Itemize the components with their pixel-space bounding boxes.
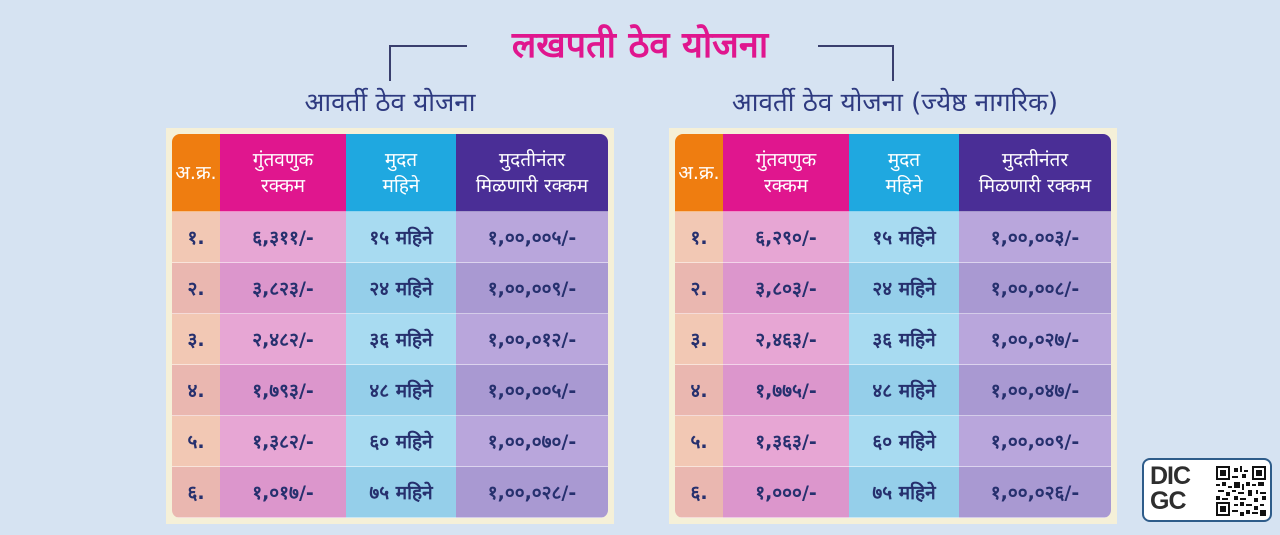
header-maturity-amount: मुदतीनंतर मिळणारी रक्कम [456, 134, 608, 212]
header-amount-line1: गुंतवणुक [252, 148, 314, 171]
table-row-5-serial: ५. [172, 416, 220, 467]
table-row-3-duration: ३६ महिने [849, 314, 959, 365]
table-row-4-serial: ४. [172, 365, 220, 416]
qr-code-icon [1216, 466, 1266, 516]
header-duration: मुदत महिने [346, 134, 456, 212]
table-row-3-amount: २,४८२/- [220, 314, 346, 365]
table-row-5-duration: ६० महिने [849, 416, 959, 467]
header-investment-amount: गुंतवणुक रक्कम [220, 134, 346, 212]
header-amount-line2: रक्कम [763, 174, 809, 197]
table-row-4-serial: ४. [675, 365, 723, 416]
table-row-4-maturity: १,००,०४७/- [959, 365, 1111, 416]
table-row-2-serial: २. [675, 263, 723, 314]
table-row-2-amount: ३,८२३/- [220, 263, 346, 314]
right-table-subtitle: आवर्ती ठेव योजना (ज्येष्ठ नागरिक) [731, 88, 1059, 118]
table-row-2-amount: ३,८०३/- [723, 263, 849, 314]
table-row-4-duration: ४८ महिने [346, 365, 456, 416]
dicgc-logo: DIC GC [1142, 458, 1272, 522]
table-row-3-maturity: १,००,०१२/- [456, 314, 608, 365]
table-row-3-duration: ३६ महिने [346, 314, 456, 365]
table-row-5-maturity: १,००,०७०/- [456, 416, 608, 467]
table-row-6-serial: ६. [172, 467, 220, 518]
table-row-1-duration: १५ महिने [346, 212, 456, 263]
table-row-6-maturity: १,००,०२६/- [959, 467, 1111, 518]
dicgc-logo-text: DIC GC [1150, 462, 1191, 515]
title-bracket-left-horizontal [389, 45, 467, 47]
table-row-6-amount: १,०१७/- [220, 467, 346, 518]
table-row-6-duration: ७५ महिने [849, 467, 959, 518]
table-row-5-serial: ५. [675, 416, 723, 467]
header-amount-line2: रक्कम [260, 174, 306, 197]
table-row-1-serial: १. [675, 212, 723, 263]
header-maturity-line2: मिळणारी रक्कम [475, 174, 589, 197]
header-serial: अ.क्र. [172, 134, 220, 212]
table-row-2-maturity: १,००,००९/- [456, 263, 608, 314]
title-bracket-left-vertical [389, 45, 391, 81]
table-row-3-amount: २,४६३/- [723, 314, 849, 365]
header-investment-amount: गुंतवणुक रक्कम [723, 134, 849, 212]
table-row-2-serial: २. [172, 263, 220, 314]
table-row-4-amount: १,७९३/- [220, 365, 346, 416]
title-bracket-right-vertical [892, 45, 894, 81]
table-row-6-amount: १,०००/- [723, 467, 849, 518]
table-row-2-maturity: १,००,००८/- [959, 263, 1111, 314]
left-rates-table: अ.क्र. गुंतवणुक रक्कम मुदत महिने मुदतीनंतर… [172, 134, 608, 518]
table-row-1-amount: ६,३११/- [220, 212, 346, 263]
header-maturity-line2: मिळणारी रक्कम [978, 174, 1092, 197]
header-duration: मुदत महिने [849, 134, 959, 212]
table-row-3-serial: ३. [675, 314, 723, 365]
table-row-5-duration: ६० महिने [346, 416, 456, 467]
table-row-5-amount: १,३६३/- [723, 416, 849, 467]
table-row-3-serial: ३. [172, 314, 220, 365]
table-row-4-maturity: १,००,००५/- [456, 365, 608, 416]
table-row-1-duration: १५ महिने [849, 212, 959, 263]
table-row-6-serial: ६. [675, 467, 723, 518]
header-amount-line1: गुंतवणुक [755, 148, 817, 171]
table-row-1-maturity: १,००,००५/- [456, 212, 608, 263]
table-row-5-maturity: १,००,००९/- [959, 416, 1111, 467]
table-row-1-maturity: १,००,००३/- [959, 212, 1111, 263]
table-row-4-duration: ४८ महिने [849, 365, 959, 416]
left-table-frame: अ.क्र. गुंतवणुक रक्कम मुदत महिने मुदतीनंतर… [166, 128, 614, 524]
logo-text-line1: DIC [1150, 462, 1191, 490]
table-row-3-maturity: १,००,०२७/- [959, 314, 1111, 365]
header-duration-line1: मुदत [384, 148, 418, 171]
table-row-6-maturity: १,००,०२८/- [456, 467, 608, 518]
table-row-6-duration: ७५ महिने [346, 467, 456, 518]
header-duration-line2: महिने [885, 174, 923, 197]
header-maturity-amount: मुदतीनंतर मिळणारी रक्कम [959, 134, 1111, 212]
table-row-1-amount: ६,२९०/- [723, 212, 849, 263]
table-row-2-duration: २४ महिने [849, 263, 959, 314]
header-duration-line1: मुदत [887, 148, 921, 171]
logo-text-line2: GC [1150, 487, 1187, 515]
header-maturity-line1: मुदतीनंतर [498, 148, 566, 171]
header-duration-line2: महिने [382, 174, 420, 197]
table-row-5-amount: १,३८२/- [220, 416, 346, 467]
header-maturity-line1: मुदतीनंतर [1001, 148, 1069, 171]
table-row-1-serial: १. [172, 212, 220, 263]
header-serial: अ.क्र. [675, 134, 723, 212]
title-bracket-right-horizontal [818, 45, 894, 47]
table-row-2-duration: २४ महिने [346, 263, 456, 314]
right-rates-table: अ.क्र. गुंतवणुक रक्कम मुदत महिने मुदतीनंतर… [675, 134, 1111, 518]
table-row-4-amount: १,७७५/- [723, 365, 849, 416]
page-title: लखपती ठेव योजना [511, 25, 769, 66]
left-table-subtitle: आवर्ती ठेव योजना [304, 88, 476, 118]
right-table-frame: अ.क्र. गुंतवणुक रक्कम मुदत महिने मुदतीनंतर… [669, 128, 1117, 524]
